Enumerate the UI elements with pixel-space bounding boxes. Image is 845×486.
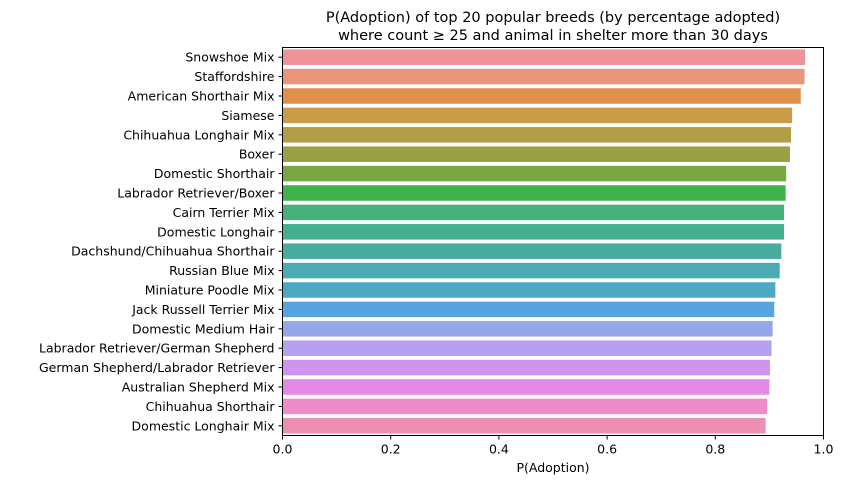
category-label: Domestic Longhair Mix [132,418,275,433]
bar [282,204,785,221]
category-label: Domestic Medium Hair [132,321,275,336]
x-axis: 0.0 0.2 0.4 0.6 0.8 1.0 [273,435,834,457]
plot-frame [282,47,824,436]
category-label: German Shepherd/Labrador Retriever [39,360,275,375]
x-axis-label: P(Adoption) [516,460,589,475]
bar [282,321,773,337]
category-label: Chihuahua Longhair Mix [123,127,274,142]
x-tick-label: 1.0 [814,442,834,457]
bar [282,398,768,415]
category-label: Staffordshire [194,69,274,84]
bar [282,127,792,143]
x-tick-label: 0.8 [705,442,725,457]
category-label: Siamese [221,108,274,123]
bar [282,49,806,65]
bar [282,224,785,240]
category-label: Jack Russell Terrier Mix [131,302,274,317]
category-label: Labrador Retriever/Boxer [117,186,275,201]
category-label: Cairn Terrier Mix [173,205,275,220]
bar [282,282,776,298]
bar [282,68,805,85]
chart-title-line-1: P(Adoption) of top 20 popular breeds (by… [326,10,780,26]
category-label: American Shorthair Mix [128,89,275,104]
category-label: Russian Blue Mix [169,263,274,278]
category-label: Snowshoe Mix [185,50,274,65]
bar [282,359,770,376]
category-label: Dachshund/Chihuahua Shorthair [71,244,275,259]
bar [282,379,770,395]
category-label: Labrador Retriever/German Shepherd [39,341,275,356]
bar [282,418,766,434]
category-label: Domestic Shorthair [154,166,275,181]
x-tick-label: 0.4 [489,442,509,457]
x-tick-label: 0.0 [273,442,293,457]
bars-group [282,49,806,434]
category-label: Australian Shepherd Mix [122,380,275,395]
bar [282,107,793,124]
bar [282,262,780,279]
category-label: Domestic Longhair [157,224,275,239]
category-label: Miniature Poodle Mix [145,283,275,298]
bar [282,146,790,162]
category-label: Chihuahua Shorthair [146,399,276,414]
bar [282,88,801,104]
category-labels: Snowshoe Mix Staffordshire American Shorth… [39,50,283,433]
bar [282,185,786,201]
x-tick-label: 0.6 [597,442,617,457]
bar [282,165,787,182]
bar [282,340,772,356]
bar [282,243,782,259]
category-label: Boxer [239,147,276,162]
x-tick-label: 0.2 [381,442,401,457]
chart-title-line-2: where count ≥ 25 and animal in shelter m… [338,28,768,44]
bar [282,301,775,318]
